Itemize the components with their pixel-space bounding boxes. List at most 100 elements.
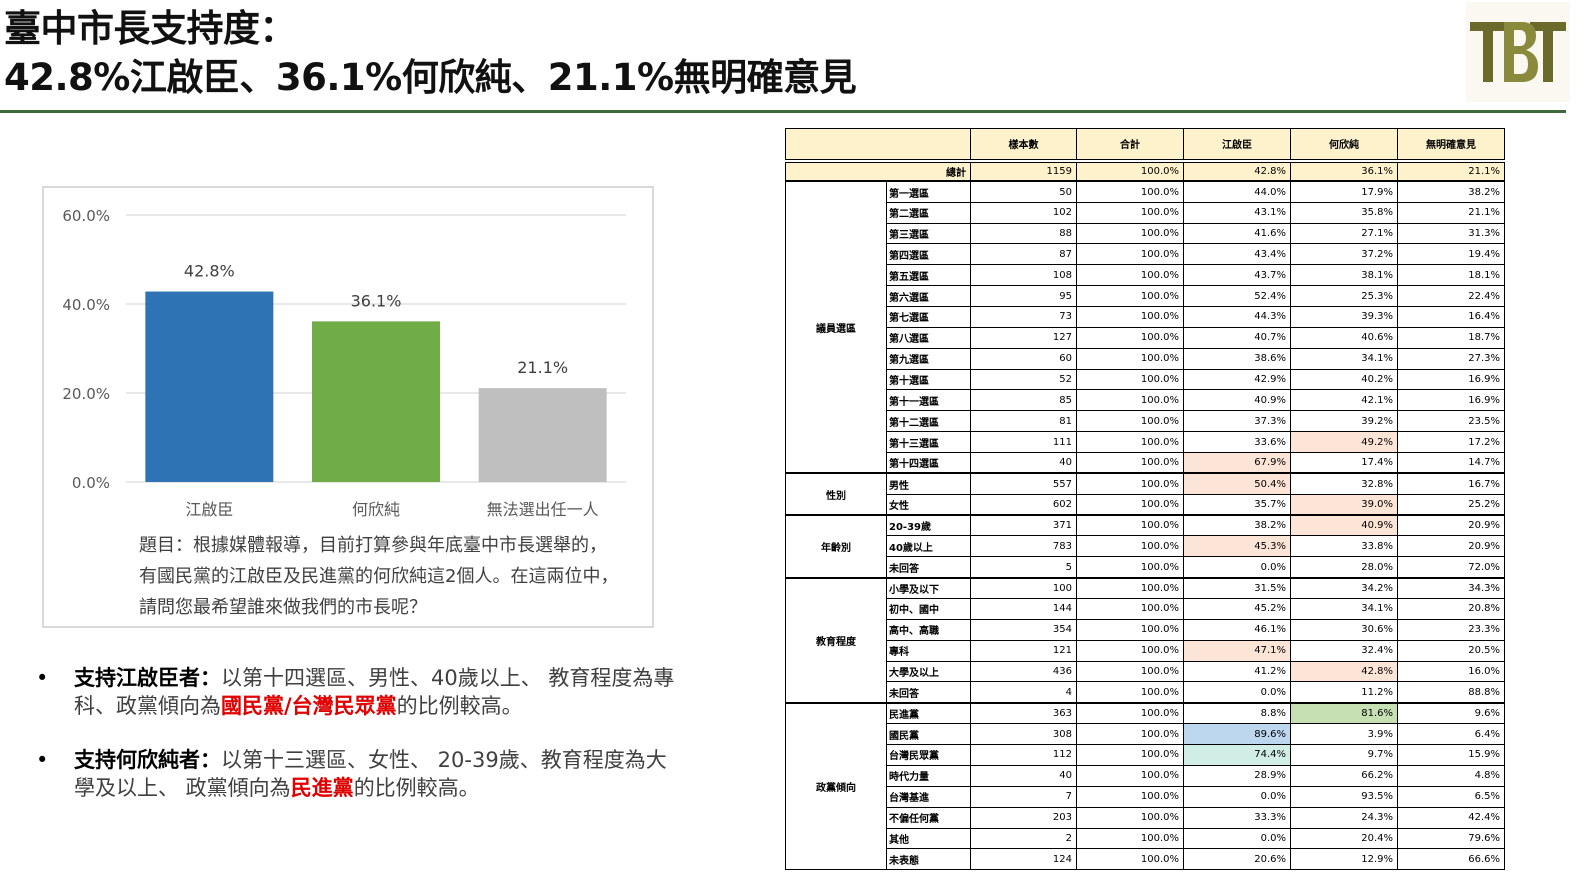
- table-cell: 39.0%: [1290, 493, 1398, 516]
- table-cell: 45.3%: [1183, 535, 1291, 558]
- table-column-header: 合計: [1076, 128, 1184, 163]
- table-row: 年齡別 20-39歲 371 100.0% 38.2% 40.9% 20.9%: [785, 514, 1505, 579]
- table-cell: 27.3%: [1397, 347, 1505, 370]
- y-tick-label: 40.0%: [62, 296, 110, 314]
- table-cell: 38.2%: [1397, 180, 1505, 203]
- table-row: 第九選區 60 100.0% 38.6% 34.1% 27.3%: [786, 347, 1505, 370]
- row-label: 第五選區: [886, 264, 971, 287]
- finding-highlight: 國民黨/台灣民眾黨: [221, 694, 397, 718]
- table-cell: 557: [970, 472, 1077, 495]
- table-column-header: 無明確意見: [1397, 128, 1505, 163]
- total-label: 總計: [785, 160, 971, 182]
- table-cell: 20.6%: [1183, 848, 1291, 871]
- table-cell: 34.3%: [1397, 576, 1505, 600]
- row-label: 第十一選區: [886, 389, 971, 412]
- row-group-label: 年齡別: [785, 514, 887, 579]
- table-cell: 35.8%: [1290, 201, 1398, 224]
- row-label: 40歲以上: [886, 535, 971, 558]
- table-cell: 67.9%: [1183, 452, 1291, 474]
- finding-text: 以第十四選區、男性、40歲以上、 教育程度為專科、政黨傾向為: [74, 666, 675, 718]
- table-cell: 38.1%: [1290, 264, 1398, 287]
- table-cell: 12.9%: [1290, 848, 1398, 871]
- table-cell: 38.2%: [1183, 514, 1291, 537]
- table-cell: 88.8%: [1397, 681, 1505, 704]
- table-cell: 100.0%: [1076, 410, 1184, 433]
- row-label: 其他: [886, 827, 971, 850]
- table-cell: 73: [970, 306, 1077, 328]
- row-label: 未回答: [886, 681, 971, 704]
- table-cell: 42.8%: [1183, 160, 1291, 182]
- table-cell: 0.0%: [1183, 556, 1291, 579]
- table-cell: 102: [970, 201, 1077, 224]
- table-cell: 35.7%: [1183, 493, 1291, 516]
- table-cell: 87: [970, 243, 1077, 266]
- table-cell: 45.2%: [1183, 598, 1291, 620]
- table-cell: 31.3%: [1397, 222, 1505, 245]
- table-cell: 436: [970, 660, 1077, 683]
- table-cell: 42.8%: [1290, 660, 1398, 683]
- table-row: 未表態 124 100.0% 20.6% 12.9% 66.6%: [786, 848, 1505, 871]
- table-cell: 783: [970, 535, 1077, 558]
- table-cell: 16.9%: [1397, 389, 1505, 412]
- table-cell: 20.9%: [1397, 514, 1505, 537]
- title-line-1: 臺中市長支持度：: [4, 7, 297, 50]
- bullet-dot-icon: •: [36, 666, 49, 690]
- table-cell: 16.7%: [1397, 472, 1505, 495]
- table-cell: 100.0%: [1076, 389, 1184, 412]
- row-label: 第七選區: [886, 306, 971, 328]
- table-cell: 33.3%: [1183, 806, 1291, 829]
- table-cell: 100.0%: [1076, 368, 1184, 391]
- table-cell: 1159: [970, 160, 1077, 182]
- finding-heading: 支持何欣純者：: [74, 748, 221, 772]
- table-cell: 16.0%: [1397, 660, 1505, 683]
- table-row: 時代力量 40 100.0% 28.9% 66.2% 4.8%: [786, 764, 1505, 787]
- table-cell: 89.6%: [1183, 723, 1291, 746]
- table-cell: 308: [970, 723, 1077, 746]
- table-cell: 111: [970, 431, 1077, 454]
- table-cell: 27.1%: [1290, 222, 1398, 245]
- table-cell: 52: [970, 368, 1077, 391]
- row-group-label: 教育程度: [785, 576, 887, 704]
- table-cell: 33.6%: [1183, 431, 1291, 454]
- row-label: 高中、高職: [886, 618, 971, 641]
- table-cell: 100.0%: [1076, 681, 1184, 704]
- tbt-logo-icon: [1466, 2, 1570, 102]
- row-label: 初中、國中: [886, 598, 971, 620]
- table-cell: 33.8%: [1290, 535, 1398, 558]
- table-cell: 66.2%: [1290, 764, 1398, 787]
- table-cell: 3.9%: [1290, 723, 1398, 746]
- table-row: 初中、國中 144 100.0% 45.2% 34.1% 20.8%: [786, 598, 1505, 620]
- row-label: 第八選區: [886, 326, 971, 349]
- table-cell: 100: [970, 576, 1077, 600]
- table-cell: 100.0%: [1076, 326, 1184, 349]
- table-cell: 144: [970, 598, 1077, 620]
- table-cell: 100.0%: [1076, 264, 1184, 287]
- table-cell: 127: [970, 326, 1077, 349]
- row-label: 專科: [886, 639, 971, 662]
- table-cell: 24.3%: [1290, 806, 1398, 829]
- table-cell: 100.0%: [1076, 660, 1184, 683]
- table-cell: 0.0%: [1183, 785, 1291, 808]
- table-cell: 20.4%: [1290, 827, 1398, 850]
- table-cell: 66.6%: [1397, 848, 1505, 871]
- table-column-header: 何欣純: [1290, 128, 1398, 163]
- table-cell: 38.6%: [1183, 347, 1291, 370]
- bar: [145, 291, 274, 482]
- table-cell: 79.6%: [1397, 827, 1505, 850]
- table-cell: 4: [970, 681, 1077, 704]
- table-cell: 0.0%: [1183, 681, 1291, 704]
- table-cell: 74.4%: [1183, 744, 1291, 766]
- table-cell: 43.4%: [1183, 243, 1291, 266]
- table-row: 第十三選區 111 100.0% 33.6% 49.2% 17.2%: [786, 431, 1505, 454]
- table-row: 台灣基進 7 100.0% 0.0% 93.5% 6.5%: [786, 785, 1505, 808]
- table-cell: 354: [970, 618, 1077, 641]
- table-cell: 17.4%: [1290, 452, 1398, 474]
- table-cell: 0.0%: [1183, 827, 1291, 850]
- table-cell: 40.9%: [1290, 514, 1398, 537]
- table-header-blank: [785, 128, 971, 163]
- table-cell: 100.0%: [1076, 785, 1184, 808]
- table-cell: 602: [970, 493, 1077, 516]
- table-cell: 100.0%: [1076, 306, 1184, 328]
- table-row: 第五選區 108 100.0% 43.7% 38.1% 18.1%: [786, 264, 1505, 287]
- table-cell: 100.0%: [1076, 618, 1184, 641]
